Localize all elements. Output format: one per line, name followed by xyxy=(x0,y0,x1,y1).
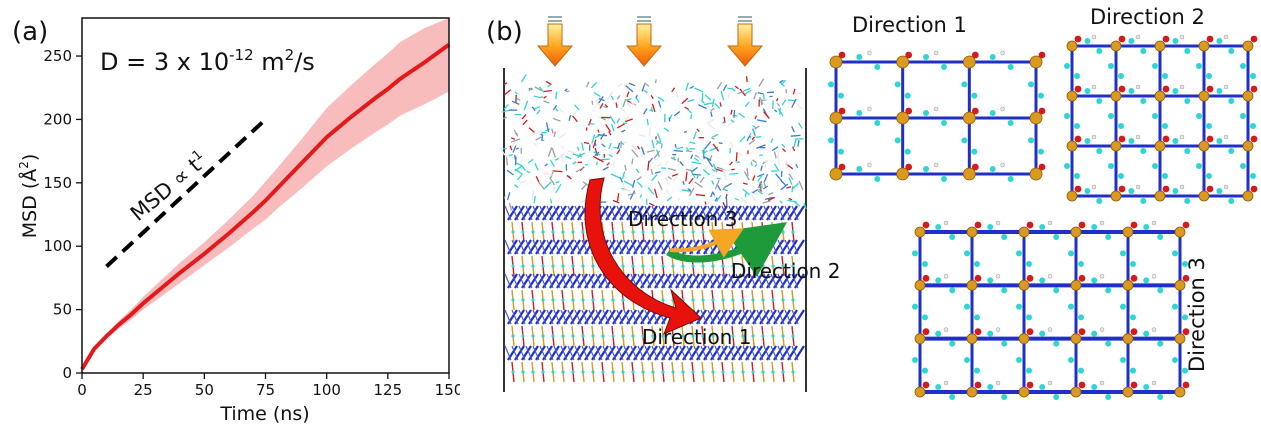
panel-b-label: (b) xyxy=(486,17,523,47)
x-axis-ticks: 0 25 50 75 100 125 150 xyxy=(77,373,460,399)
inflow-arrows xyxy=(536,16,764,67)
y-axis-label: MSD (Å2) xyxy=(17,154,41,239)
x-tick-label: 150 xyxy=(435,381,460,399)
view-2-title: Direction 2 xyxy=(1090,5,1205,29)
y-tick-label: 250 xyxy=(43,47,72,65)
x-tick-label: 50 xyxy=(195,381,214,399)
slope-guide-label: MSD ∝ t1 xyxy=(125,147,212,226)
view-3-title: Direction 3 xyxy=(1185,257,1209,372)
x-tick-label: 75 xyxy=(256,381,275,399)
x-axis-label: Time (ns) xyxy=(219,403,309,425)
inflow-arrow xyxy=(726,16,764,67)
y-tick-label: 50 xyxy=(53,301,72,319)
view-1-title: Direction 1 xyxy=(852,13,967,37)
direction-2-label: Direction 2 xyxy=(731,259,840,283)
x-tick-label: 125 xyxy=(374,381,403,399)
structure-view-direction-2 xyxy=(1064,34,1258,204)
msd-series-line xyxy=(80,42,451,371)
structure-view-direction-3 xyxy=(912,220,1190,400)
slope-guide-line xyxy=(105,117,267,268)
crystal-slab xyxy=(504,205,805,383)
liquid-region xyxy=(499,74,807,211)
simulation-illustration: (b) Direction 3 Direction 2 Direction 1 … xyxy=(486,5,1258,400)
x-tick-label: 25 xyxy=(134,381,153,399)
direction-3-label: Direction 3 xyxy=(628,207,737,231)
panel-a-label: (a) xyxy=(12,17,48,47)
y-axis-ticks: 0 50 100 150 200 250 xyxy=(43,47,82,382)
inflow-arrow xyxy=(536,16,574,67)
y-tick-label: 200 xyxy=(43,110,72,128)
x-tick-label: 0 xyxy=(77,381,87,399)
msd-confidence-band xyxy=(82,18,449,370)
x-tick-label: 100 xyxy=(312,381,341,399)
msd-error-band xyxy=(82,18,449,370)
structure-view-direction-1 xyxy=(828,50,1046,182)
diffusion-coefficient-annotation: D = 3 x 10-12 m2/s xyxy=(100,46,315,76)
direction-1-arrow xyxy=(584,177,702,335)
y-tick-label: 100 xyxy=(43,237,72,255)
slope-guide-dash xyxy=(105,117,267,268)
inflow-arrow xyxy=(625,16,663,67)
msd-chart: (a) 0 25 50 75 100 125 150 0 50 100 150 200 250 Tim… xyxy=(12,17,460,425)
msd-mean-line xyxy=(80,42,451,371)
y-tick-label: 0 xyxy=(62,364,72,382)
direction-3-arrow xyxy=(669,228,744,258)
y-tick-label: 150 xyxy=(43,174,72,192)
direction-1-label: Direction 1 xyxy=(642,325,751,349)
